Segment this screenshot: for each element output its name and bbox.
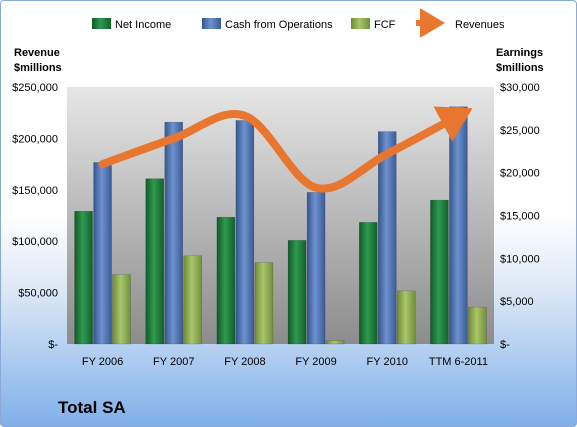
right-tick-label: $20,000 bbox=[500, 168, 540, 180]
bar-net-income bbox=[287, 240, 307, 345]
right-tick-label: $- bbox=[500, 339, 510, 351]
right-axis-title-line1: Earnings bbox=[496, 47, 543, 59]
legend-swatch-net-income bbox=[92, 18, 111, 29]
left-axis-title-line2: $millions bbox=[14, 62, 62, 74]
bar-cash-from-operations bbox=[378, 131, 397, 345]
left-tick-label: $200,000 bbox=[12, 133, 58, 145]
bar-cash-from-operations bbox=[235, 120, 255, 345]
left-axis-ticks: $- $50,000 $100,000 $150,000 $200,000 $250,00… bbox=[12, 82, 58, 351]
legend-label-net-income: Net Income bbox=[115, 19, 171, 31]
category-label: FY 2010 bbox=[367, 356, 408, 368]
category-label: FY 2009 bbox=[295, 356, 336, 368]
bar-fcf bbox=[468, 306, 487, 345]
bar-fcf bbox=[254, 262, 274, 345]
bar-fcf bbox=[325, 340, 345, 345]
bar-cash-from-operations bbox=[306, 192, 326, 345]
left-tick-label: $50,000 bbox=[18, 288, 58, 300]
revenue-line bbox=[98, 106, 473, 193]
bar-cash-from-operations bbox=[93, 162, 112, 345]
bar-net-income bbox=[74, 210, 93, 345]
category-label: FY 2008 bbox=[224, 356, 265, 368]
bar-cash-from-operations bbox=[449, 106, 468, 345]
legend-swatch-fcf bbox=[351, 18, 370, 29]
legend-label-cash-from-operations: Cash from Operations bbox=[225, 19, 333, 31]
bar-net-income bbox=[359, 222, 378, 345]
legend-label-fcf: FCF bbox=[374, 19, 396, 31]
left-tick-label: $100,000 bbox=[12, 236, 58, 248]
category-label: FY 2007 bbox=[153, 356, 194, 368]
left-tick-label: $250,000 bbox=[12, 82, 58, 94]
legend-label-revenues: Revenues bbox=[455, 19, 505, 31]
right-tick-label: $10,000 bbox=[500, 253, 540, 265]
left-tick-label: $150,000 bbox=[12, 185, 58, 197]
bar-net-income bbox=[145, 178, 164, 345]
bar-net-income bbox=[430, 199, 449, 345]
category-label: TTM 6-2011 bbox=[429, 356, 488, 368]
legend: Net Income Cash from Operations FCF Reve… bbox=[92, 8, 505, 38]
right-axis-ticks: $- $5,000 $10,000 $15,000 $20,000 $25,000 $30,… bbox=[500, 82, 540, 351]
bar-fcf bbox=[397, 290, 416, 345]
left-axis-title-line1: Revenue bbox=[14, 47, 60, 59]
chart-title: Total SA bbox=[58, 398, 126, 417]
right-tick-label: $15,000 bbox=[500, 211, 540, 223]
right-axis-title-line2: $millions bbox=[496, 62, 544, 74]
bar-fcf bbox=[183, 255, 202, 345]
right-tick-label: $25,000 bbox=[500, 125, 540, 137]
bar-net-income bbox=[216, 216, 236, 345]
bar-marks bbox=[74, 106, 487, 345]
bar-fcf bbox=[112, 274, 131, 345]
category-labels: FY 2006 FY 2007 FY 2008 FY 2009 FY 2010 TTM 6… bbox=[82, 356, 488, 368]
category-label: FY 2006 bbox=[82, 356, 123, 368]
right-tick-label: $30,000 bbox=[500, 82, 540, 94]
plot-area bbox=[67, 87, 494, 344]
revenue-line-layer bbox=[98, 106, 473, 193]
left-tick-label: $- bbox=[48, 339, 58, 351]
right-tick-label: $5,000 bbox=[500, 296, 534, 308]
bar-cash-from-operations bbox=[164, 121, 183, 345]
legend-swatch-cash-from-operations bbox=[202, 18, 221, 29]
